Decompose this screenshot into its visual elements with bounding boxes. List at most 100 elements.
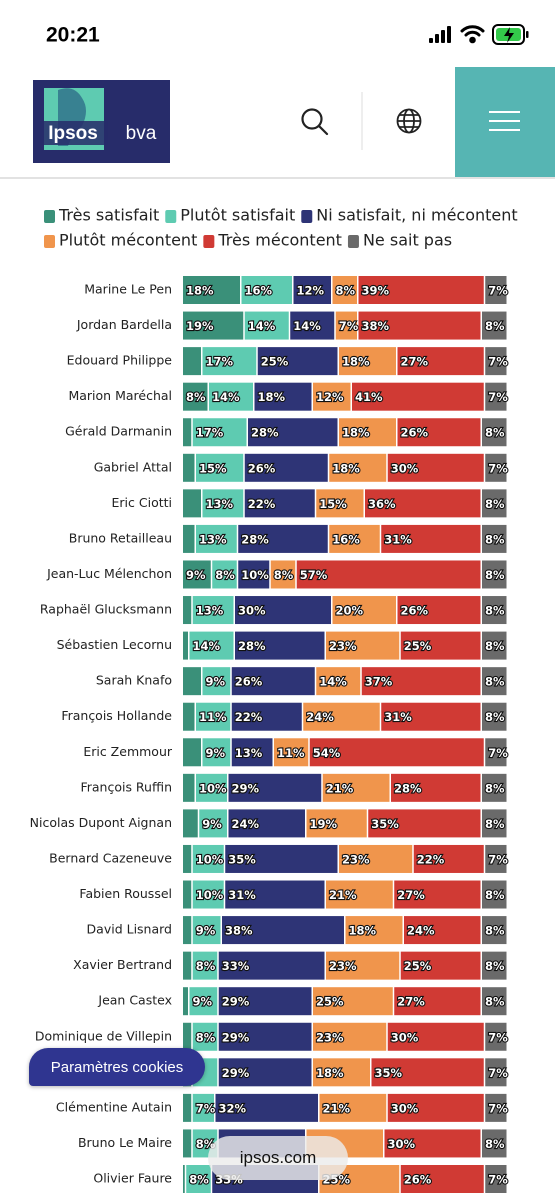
legend-label: Ni satisfait, ni mécontent: [316, 206, 517, 225]
segment-label: 27%: [401, 355, 429, 369]
segment-label: 30%: [238, 604, 266, 618]
bar-segment: [482, 311, 507, 340]
segment-label: 8%: [485, 817, 505, 831]
bar-segment: [231, 667, 315, 696]
segment-label: 13%: [199, 532, 227, 546]
segment-label: 57%: [300, 568, 328, 582]
bar-segment: [212, 560, 237, 589]
segment-label: 8%: [485, 888, 505, 902]
bar-segment: [482, 418, 507, 447]
segment-label: 9%: [186, 568, 206, 582]
segment-label: 28%: [394, 781, 422, 795]
segment-label: 26%: [235, 675, 263, 689]
bar-segment: [482, 951, 507, 980]
category-label: Eric Ciotti: [112, 495, 172, 510]
category-label: Eric Zemmour: [83, 744, 173, 759]
segment-label: 38%: [225, 924, 253, 938]
segment-label: 16%: [245, 284, 273, 298]
segment-label: 23%: [329, 959, 357, 973]
legend-swatch: [301, 210, 313, 223]
bar-segment: [231, 702, 302, 731]
segment-label: 20%: [336, 604, 364, 618]
segment-label: 31%: [228, 888, 256, 902]
category-label: Bruno Retailleau: [69, 530, 172, 545]
bar-segment: [384, 1129, 481, 1158]
segment-label: 16%: [332, 532, 360, 546]
segment-label: 18%: [349, 924, 377, 938]
category-label: François Ruffin: [80, 779, 172, 794]
bar-segment: [225, 844, 338, 873]
bar-segment: [218, 1058, 312, 1087]
segment-label: 35%: [375, 1066, 403, 1080]
bar-segment: [183, 524, 195, 553]
search-button[interactable]: [301, 108, 329, 136]
language-button[interactable]: [396, 108, 422, 134]
bar-segment: [313, 1022, 387, 1051]
bar-segment: [482, 916, 507, 945]
bar-segment: [394, 987, 481, 1016]
segment-label: 13%: [196, 604, 224, 618]
segment-label: 22%: [235, 710, 263, 724]
bar-segment: [313, 987, 393, 1016]
bar-segment: [361, 667, 481, 696]
bar-segment: [482, 631, 507, 660]
bar-segment: [358, 311, 481, 340]
segment-label: 10%: [241, 568, 269, 582]
bar-segment: [293, 276, 331, 304]
bar-segment: [387, 1093, 484, 1122]
bar-segment: [192, 1093, 214, 1122]
battery-icon: [492, 24, 529, 45]
bar-segment: [244, 453, 328, 482]
segment-label: 29%: [222, 1066, 250, 1080]
segment-label: 24%: [306, 710, 334, 724]
category-label: Edouard Philippe: [67, 353, 173, 368]
segment-label: 39%: [362, 284, 390, 298]
bar-segment: [192, 880, 224, 909]
segment-label: 12%: [316, 390, 344, 404]
cookie-settings-button[interactable]: Paramètres cookies: [29, 1048, 205, 1086]
bar-segment: [482, 524, 507, 553]
bar-segment: [400, 951, 481, 980]
bar-segment: [186, 1165, 211, 1193]
segment-label: 8%: [485, 710, 505, 724]
segment-label: 14%: [193, 639, 221, 653]
legend-label: Très satisfait: [58, 206, 159, 225]
bar-segment: [485, 276, 507, 304]
site-url-pill[interactable]: ipsos.com: [208, 1136, 348, 1180]
bar-segment: [235, 631, 325, 660]
bar-segment: [218, 1022, 312, 1051]
bar-segment: [326, 631, 400, 660]
bar-segment: [183, 667, 201, 696]
bar-segment: [202, 347, 257, 376]
bar-segment: [183, 702, 195, 731]
segment-label: 27%: [397, 888, 425, 902]
bar-segment: [400, 1165, 484, 1193]
wifi-icon: [460, 25, 485, 44]
segment-label: 7%: [196, 1101, 216, 1115]
bar-segment: [183, 311, 244, 340]
menu-button[interactable]: [455, 67, 555, 177]
segment-label: 30%: [388, 1137, 416, 1151]
bar-segment: [485, 1022, 507, 1051]
category-label: Sarah Knafo: [96, 673, 172, 688]
segment-label: 7%: [488, 1101, 508, 1115]
segment-label: 22%: [248, 497, 276, 511]
segment-label: 9%: [193, 995, 213, 1009]
bar-segment: [387, 1022, 484, 1051]
bar-segment: [257, 347, 338, 376]
bar-segment: [339, 844, 413, 873]
segment-label: 41%: [355, 390, 383, 404]
segment-label: 7%: [488, 852, 508, 866]
legend-label: Ne sait pas: [363, 231, 452, 250]
bar-segment: [218, 951, 325, 980]
bar-segment: [199, 809, 227, 838]
segment-label: 19%: [310, 817, 338, 831]
legend-label: Plutôt satisfait: [180, 206, 295, 225]
segment-label: 8%: [215, 568, 235, 582]
bar-segment: [183, 738, 201, 767]
bar-segment: [485, 1093, 507, 1122]
segment-label: 54%: [313, 746, 341, 760]
legend-label: Plutôt mécontent: [59, 231, 197, 250]
bar-segment: [183, 453, 195, 482]
